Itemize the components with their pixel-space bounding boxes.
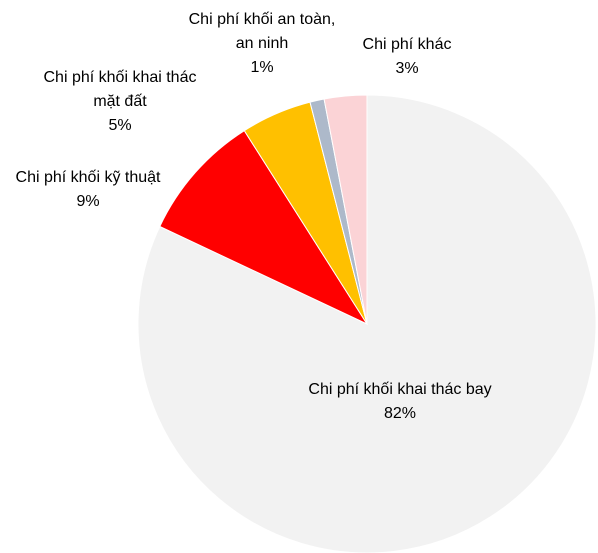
slice-label: Chi phí khối khai thác mặt đất 5%	[30, 66, 210, 138]
value-label: 82%	[383, 405, 417, 422]
pie-slice	[137, 94, 597, 553]
category-label: Chi phí khối khai thác bay	[308, 381, 492, 398]
pie-slice	[323, 94, 368, 325]
value-label: 3%	[395, 60, 419, 77]
category-label: Chi phí khối kỹ thuật	[15, 169, 161, 186]
slice-label: Chi phí khác 3%	[337, 33, 477, 81]
value-label: 5%	[108, 117, 132, 134]
value-label: 9%	[76, 193, 100, 210]
slice-label: Chi phí khối kỹ thuật 9%	[3, 166, 173, 214]
value-label: 1%	[250, 59, 274, 76]
slice-label: Chi phí khối an toàn, an ninh 1%	[182, 8, 342, 80]
pie-slice	[159, 129, 369, 326]
category-label: Chi phí khối an toàn, an ninh	[188, 11, 336, 52]
category-label: Chi phí khác	[362, 36, 452, 53]
slice-label: Chi phí khối khai thác bay 82%	[265, 378, 535, 426]
category-label: Chi phí khối khai thác mặt đất	[43, 69, 197, 110]
